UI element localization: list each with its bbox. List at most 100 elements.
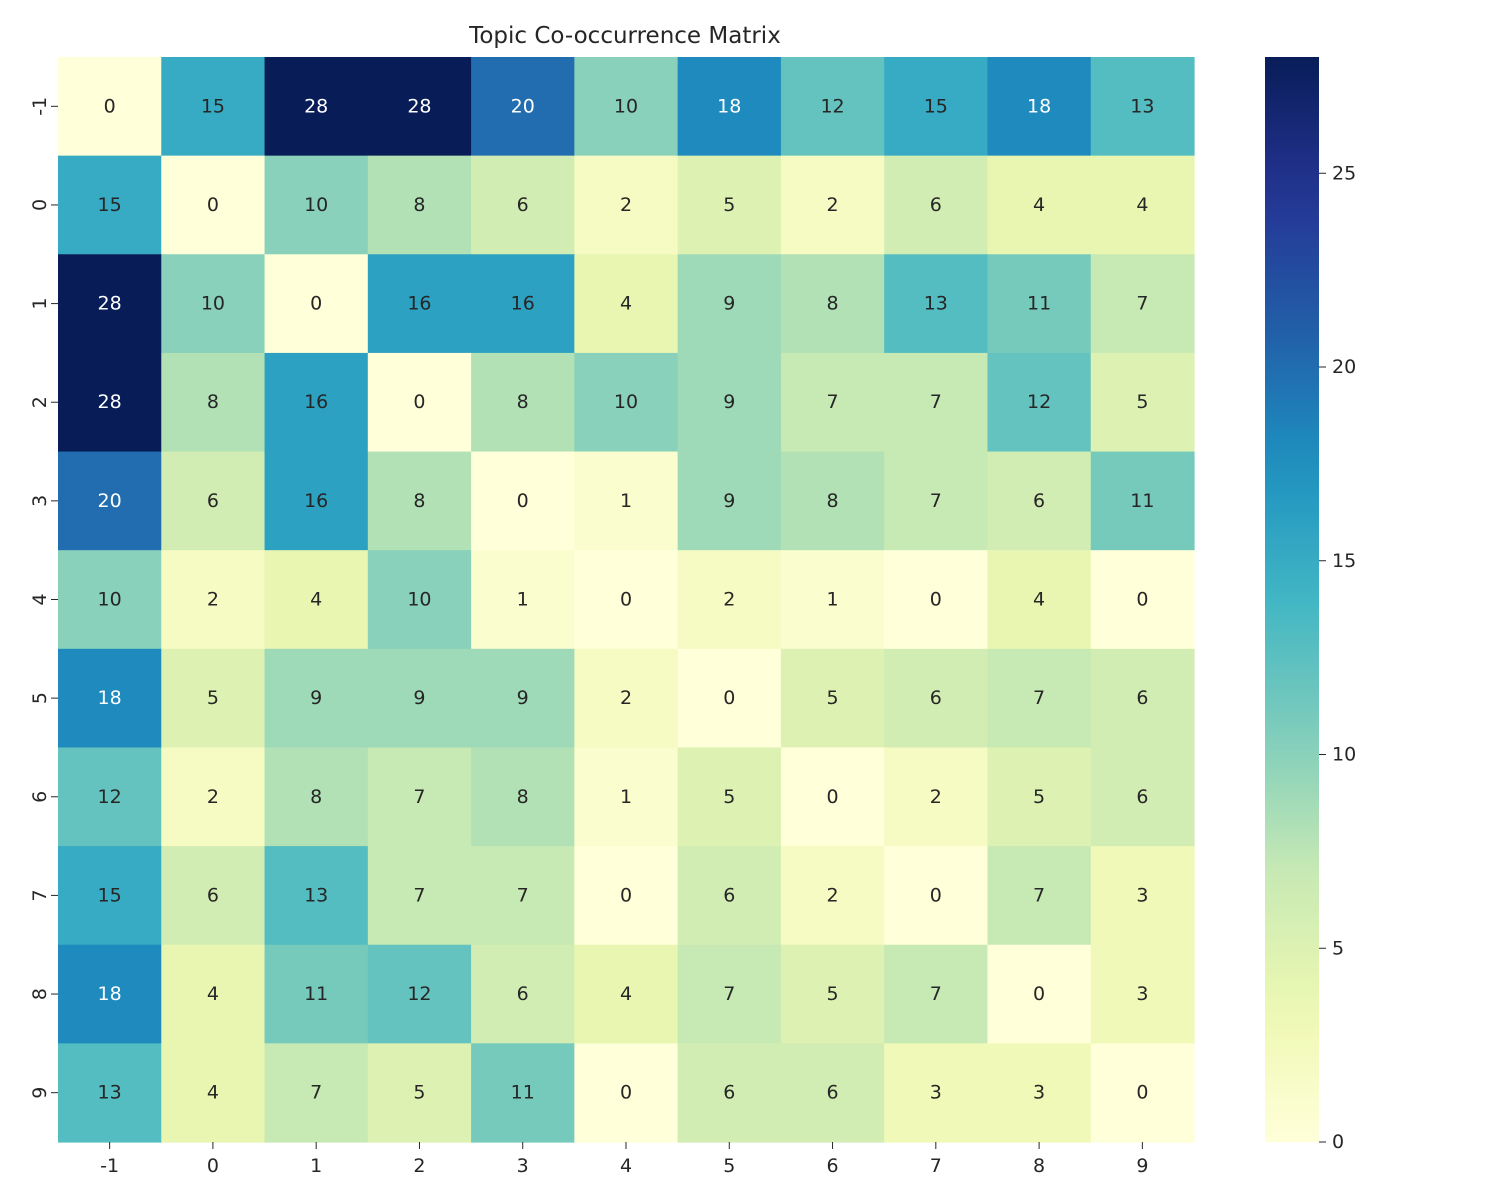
heatmap-cell — [161, 846, 266, 946]
heatmap-cell — [1090, 747, 1195, 847]
cell-value-label: 2 — [930, 786, 942, 808]
heatmap-cell — [264, 648, 369, 749]
heatmap-cell — [161, 352, 266, 453]
cell-value-label: 4 — [1136, 194, 1148, 216]
heatmap-cell — [471, 846, 575, 946]
heatmap-cell — [574, 846, 679, 946]
cell-value-label: 6 — [517, 194, 529, 216]
heatmap-cell — [367, 944, 472, 1044]
cell-value-label: 7 — [310, 1082, 322, 1104]
cell-value-label: 6 — [1136, 687, 1148, 709]
cell-value-label: 6 — [1136, 786, 1148, 808]
cell-value-label: 0 — [620, 884, 632, 906]
heatmap-cell — [58, 352, 162, 453]
heatmap-cell — [471, 57, 575, 157]
heatmap-cell — [1090, 648, 1195, 749]
heatmap-cell — [987, 451, 1092, 551]
heatmap-cell — [471, 352, 575, 453]
cell-value-label: 4 — [620, 293, 632, 315]
cell-value-label: 12 — [1027, 391, 1051, 413]
heatmap-cell — [264, 451, 369, 551]
cell-value-label: 4 — [310, 589, 322, 611]
heatmap-cell — [58, 451, 162, 551]
cell-value-label: 15 — [98, 884, 122, 906]
colorbar-tick-label: 0 — [1332, 1131, 1344, 1153]
heatmap-cell — [264, 57, 369, 157]
cell-value-label: 0 — [207, 194, 219, 216]
cell-value-label: 0 — [723, 687, 735, 709]
heatmap-cell — [58, 648, 162, 749]
x-tick-label: 9 — [1136, 1155, 1148, 1177]
heatmap-cell — [1090, 846, 1195, 946]
cell-value-label: 7 — [827, 391, 839, 413]
cell-value-label: 7 — [517, 884, 529, 906]
heatmap-cell — [264, 155, 369, 255]
heatmap-cell — [574, 747, 679, 847]
cell-value-label: 8 — [207, 391, 219, 413]
heatmap-cell — [161, 451, 266, 551]
cell-value-label: 9 — [310, 687, 322, 709]
cell-value-label: 1 — [620, 490, 632, 512]
heatmap-cell — [987, 846, 1092, 946]
cell-value-label: 9 — [413, 687, 425, 709]
cell-value-label: 0 — [310, 293, 322, 315]
cell-value-label: 0 — [1136, 1082, 1148, 1104]
heatmap-cell — [58, 1043, 162, 1143]
heatmap-cell — [780, 747, 885, 847]
cell-value-label: 16 — [304, 391, 328, 413]
heatmap-cell — [264, 944, 369, 1044]
heatmap-cell — [367, 57, 472, 157]
cell-value-label: 10 — [614, 95, 638, 117]
heatmap-cell — [884, 254, 989, 354]
cell-value-label: 3 — [1136, 983, 1148, 1005]
heatmap-cell — [264, 550, 369, 650]
cell-value-label: 10 — [304, 194, 328, 216]
heatmap-cell — [161, 550, 266, 650]
cell-value-label: 16 — [304, 490, 328, 512]
cell-value-label: 16 — [511, 293, 535, 315]
heatmap-cell — [987, 155, 1092, 255]
y-tick-label: 8 — [29, 988, 51, 1000]
cell-value-label: 1 — [517, 589, 529, 611]
heatmap-cell — [987, 747, 1092, 847]
cell-value-label: 6 — [207, 884, 219, 906]
cell-value-label: 18 — [717, 95, 741, 117]
heatmap-cell — [574, 550, 679, 650]
heatmap-cell — [780, 352, 885, 453]
heatmap-cell — [574, 155, 679, 255]
cell-value-label: 8 — [827, 490, 839, 512]
cell-value-label: 2 — [620, 194, 632, 216]
cell-value-label: 7 — [1136, 293, 1148, 315]
heatmap-cell — [471, 451, 575, 551]
heatmap-cell — [58, 550, 162, 650]
heatmap-cell — [1090, 944, 1195, 1044]
cell-value-label: 6 — [930, 194, 942, 216]
cell-value-label: 5 — [827, 983, 839, 1005]
cell-value-label: 13 — [304, 884, 328, 906]
x-tick-label: 8 — [1033, 1155, 1045, 1177]
heatmap-cell — [367, 254, 472, 354]
cell-value-label: 11 — [1130, 490, 1154, 512]
heatmap-cell — [677, 747, 782, 847]
y-tick-label: 6 — [29, 791, 51, 803]
heatmap-cell — [58, 254, 162, 354]
heatmap-cell — [574, 57, 679, 157]
cell-value-label: 5 — [723, 194, 735, 216]
x-tick-label: 3 — [517, 1155, 529, 1177]
cell-value-label: 7 — [413, 884, 425, 906]
heatmap-cell — [161, 944, 266, 1044]
y-tick-label: 2 — [29, 396, 51, 408]
heatmap-cell — [264, 747, 369, 847]
cell-value-label: 8 — [517, 786, 529, 808]
heatmap-cell — [58, 155, 162, 255]
cell-value-label: 28 — [98, 391, 122, 413]
heatmap-cell — [574, 944, 679, 1044]
cell-value-label: 8 — [413, 194, 425, 216]
cell-value-label: 3 — [1033, 1082, 1045, 1104]
heatmap-cell — [677, 57, 782, 157]
cell-value-label: 7 — [1033, 884, 1045, 906]
cell-value-label: 15 — [98, 194, 122, 216]
heatmap-cell — [780, 1043, 885, 1143]
